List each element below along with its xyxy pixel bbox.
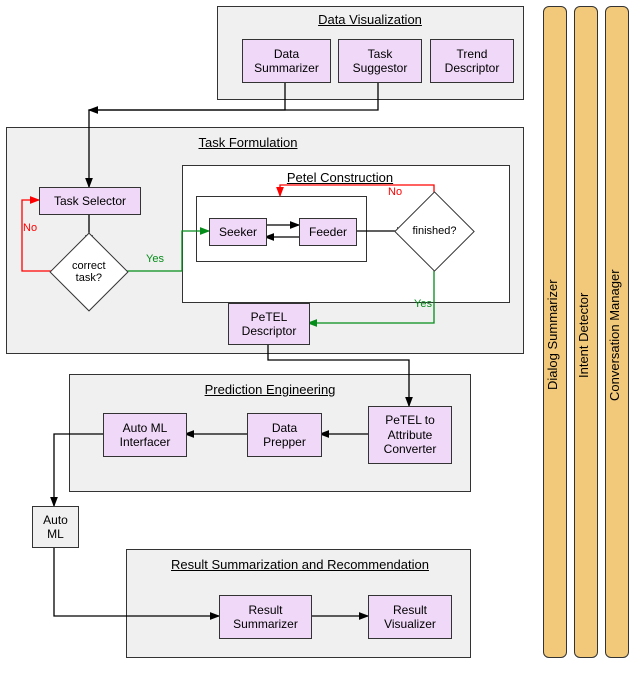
yes-label-1: Yes: [146, 253, 164, 265]
task-suggestor-node: TaskSuggestor: [338, 39, 422, 83]
data-summarizer-node: DataSummarizer: [242, 39, 331, 83]
task-selector-node: Task Selector: [39, 187, 141, 215]
yes-label-2: Yes: [414, 298, 432, 310]
conversation-manager-label: Conversation Manager: [607, 260, 622, 410]
dialog-summarizer-label: Dialog Summarizer: [545, 270, 560, 400]
no-label-1: No: [23, 222, 37, 234]
feeder-node: Feeder: [299, 218, 357, 246]
seeker-node: Seeker: [209, 218, 267, 246]
result-summarizer-node: ResultSummarizer: [219, 595, 312, 639]
result-visualizer-node: ResultVisualizer: [368, 595, 452, 639]
petel-descriptor-node: PeTELDescriptor: [228, 303, 310, 345]
auto-ml-interfacer-node: Auto MLInterfacer: [103, 413, 187, 457]
intent-detector-label: Intent Detector: [576, 285, 591, 385]
no-label-2: No: [388, 186, 402, 198]
petel-converter-node: PeTEL toAttributeConverter: [368, 406, 452, 464]
correct-task-label: correcttask?: [72, 260, 106, 284]
trend-descriptor-node: TrendDescriptor: [430, 39, 514, 83]
data-prepper-node: DataPrepper: [247, 413, 322, 457]
finished-label: finished?: [412, 225, 456, 237]
auto-ml-node: AutoML: [32, 506, 79, 548]
